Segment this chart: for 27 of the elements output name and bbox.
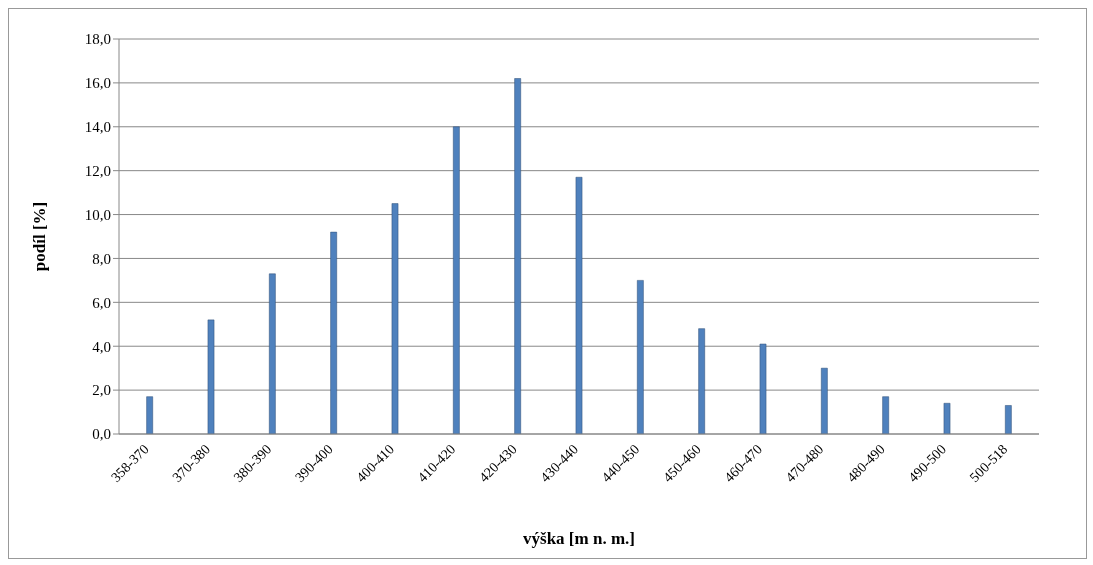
- bar: [1005, 405, 1012, 434]
- y-tick-label: 8,0: [92, 250, 111, 267]
- bar: [575, 177, 583, 434]
- y-tick-label: 2,0: [92, 382, 111, 399]
- y-tick-label: 16,0: [84, 75, 111, 92]
- y-tick-label: 18,0: [84, 31, 111, 48]
- bar: [269, 273, 276, 434]
- y-tick-label: 12,0: [84, 162, 111, 179]
- y-tick-label: 14,0: [84, 119, 111, 136]
- bar: [943, 403, 951, 434]
- bar: [207, 319, 215, 434]
- y-tick-label: 10,0: [84, 206, 111, 223]
- bar: [330, 231, 337, 434]
- bar: [698, 328, 705, 434]
- y-axis-title: podíl [%]: [30, 201, 50, 272]
- bar: [821, 367, 828, 434]
- bar: [882, 396, 889, 434]
- y-tick-label: 4,0: [92, 338, 111, 355]
- x-axis-title: výška [m n. m.]: [523, 529, 635, 548]
- bar: [514, 78, 521, 434]
- bar: [146, 396, 153, 434]
- y-tick-label: 0,0: [92, 426, 111, 443]
- bar: [391, 203, 399, 434]
- bar: [759, 343, 767, 434]
- bar: [637, 280, 644, 434]
- bar: [453, 126, 460, 434]
- y-tick-label: 6,0: [92, 294, 111, 311]
